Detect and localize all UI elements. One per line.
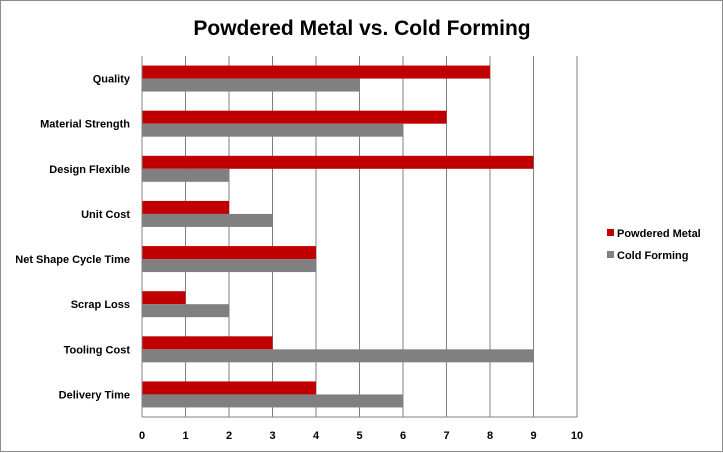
bar-powdered-metal (142, 381, 316, 395)
bar-cold-forming (142, 213, 273, 227)
bar-powdered-metal (142, 200, 229, 214)
bars (142, 65, 534, 408)
legend: Powdered Metal Cold Forming (607, 228, 701, 262)
category-label: Tooling Cost (64, 344, 131, 356)
category-label: Net Shape Cycle Time (15, 254, 130, 266)
x-tick-label: 10 (571, 430, 583, 442)
legend-swatch (607, 229, 614, 236)
legend-swatch (607, 251, 614, 258)
category-label: Design Flexible (49, 164, 130, 176)
category-label: Quality (93, 74, 131, 86)
legend-label: Cold Forming (617, 250, 689, 262)
bar-cold-forming (142, 123, 403, 137)
bar-powdered-metal (142, 246, 316, 260)
x-tick-label: 0 (139, 430, 145, 442)
tick-labels: 0 1 2 3 4 5 6 7 8 9 10 (139, 430, 583, 442)
category-label: Scrap Loss (71, 299, 130, 311)
bar-cold-forming (142, 394, 403, 408)
bar-powdered-metal (142, 291, 186, 305)
category-label: Delivery Time (59, 389, 130, 401)
bar-cold-forming (142, 259, 316, 273)
legend-label: Powdered Metal (617, 228, 701, 240)
gridlines (185, 56, 578, 417)
x-tick-label: 6 (400, 430, 406, 442)
bar-cold-forming (142, 78, 360, 92)
category-label: Material Strength (40, 119, 130, 131)
x-tick-label: 5 (356, 430, 362, 442)
bar-cold-forming (142, 168, 229, 182)
bar-cold-forming (142, 349, 534, 363)
x-tick-label: 1 (182, 430, 188, 442)
bar-powdered-metal (142, 336, 273, 350)
x-tick-label: 9 (530, 430, 536, 442)
bar-powdered-metal (142, 110, 447, 124)
x-tick-label: 4 (313, 430, 320, 442)
axes (141, 56, 577, 418)
bar-cold-forming (142, 304, 229, 318)
category-label: Unit Cost (81, 209, 130, 221)
chart-title: Powdered Metal vs. Cold Forming (193, 17, 530, 40)
category-labels: Quality Material Strength Design Flexible U… (15, 74, 131, 402)
x-tick-label: 2 (226, 430, 232, 442)
bar-powdered-metal (142, 155, 534, 169)
x-tick-label: 8 (487, 430, 493, 442)
x-tick-label: 7 (443, 430, 449, 442)
bar-powdered-metal (142, 65, 490, 79)
x-tick-label: 3 (269, 430, 275, 442)
